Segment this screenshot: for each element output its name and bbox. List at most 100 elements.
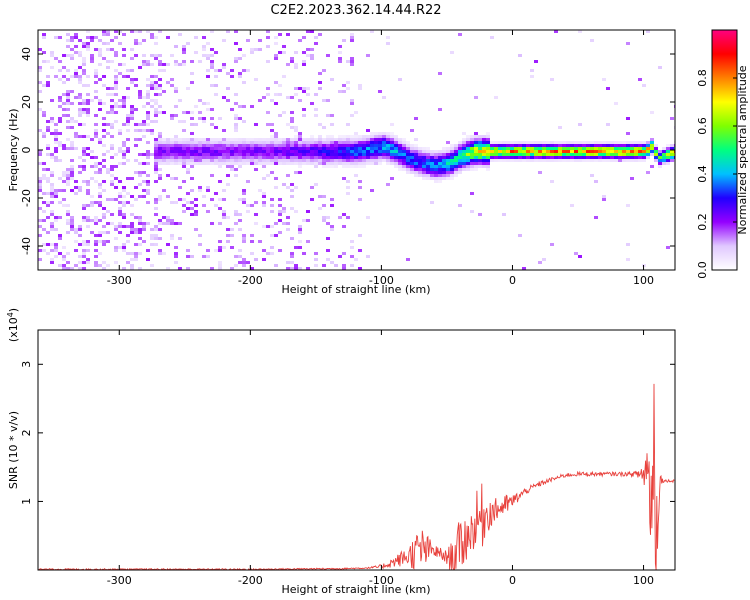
- heatmap-cell: [414, 156, 418, 159]
- heatmap-cell: [242, 201, 246, 204]
- heatmap-cell: [194, 210, 198, 213]
- heatmap-cell: [406, 153, 410, 156]
- heatmap-cell: [314, 159, 318, 162]
- heatmap-cell: [46, 177, 50, 180]
- heatmap-cell: [54, 228, 58, 231]
- heatmap-cell: [130, 48, 134, 51]
- heatmap-cell: [370, 156, 374, 159]
- heatmap-cell: [126, 234, 130, 237]
- heatmap-cell: [182, 60, 186, 63]
- heatmap-cell: [342, 165, 346, 168]
- heatmap-cell: [78, 261, 82, 264]
- heatmap-cell: [658, 156, 662, 159]
- heatmap-cell: [182, 147, 186, 150]
- heatmap-cell: [274, 141, 278, 144]
- heatmap-cell: [134, 78, 138, 81]
- heatmap-cell: [314, 264, 318, 267]
- heatmap-cell: [234, 153, 238, 156]
- heatmap-cell: [514, 144, 518, 147]
- heatmap-cell: [286, 147, 290, 150]
- heatmap-cell: [122, 246, 126, 249]
- heatmap-cell: [66, 171, 70, 174]
- heatmap-cell: [322, 99, 326, 102]
- heatmap-cell: [218, 138, 222, 141]
- heatmap-cell: [262, 153, 266, 156]
- heatmap-cell: [386, 141, 390, 144]
- heatmap-cell: [146, 111, 150, 114]
- heatmap-cell: [210, 108, 214, 111]
- heatmap-cell: [78, 51, 82, 54]
- heatmap-cell: [650, 153, 654, 156]
- heatmap-cell: [374, 144, 378, 147]
- heatmap-cell: [294, 171, 298, 174]
- heatmap-cell: [218, 222, 222, 225]
- heatmap-cell: [94, 114, 98, 117]
- heatmap-cell: [258, 99, 262, 102]
- heatmap-cell: [146, 63, 150, 66]
- heatmap-cell: [102, 144, 106, 147]
- heatmap-cell: [274, 186, 278, 189]
- heatmap-cell: [106, 66, 110, 69]
- heatmap-cell: [262, 225, 266, 228]
- heatmap-cell: [266, 36, 270, 39]
- heatmap-cell: [310, 57, 314, 60]
- heatmap-cell: [422, 162, 426, 165]
- heatmap-cell: [294, 141, 298, 144]
- heatmap-cell: [410, 159, 414, 162]
- heatmap-cell: [618, 144, 622, 147]
- heatmap-cell: [586, 141, 590, 144]
- heatmap-cell: [354, 258, 358, 261]
- heatmap-cell: [278, 33, 282, 36]
- heatmap-cell: [238, 159, 242, 162]
- heatmap-cell: [210, 159, 214, 162]
- heatmap-cell: [42, 162, 46, 165]
- heatmap-cell: [42, 168, 46, 171]
- heatmap-cell: [298, 162, 302, 165]
- heatmap-cell: [106, 168, 110, 171]
- heatmap-cell: [98, 108, 102, 111]
- heatmap-cell: [166, 195, 170, 198]
- heatmap-cell: [82, 135, 86, 138]
- heatmap-cell: [134, 159, 138, 162]
- heatmap-cell: [102, 261, 106, 264]
- heatmap-cell: [602, 156, 606, 159]
- heatmap-cell: [146, 117, 150, 120]
- heatmap-cell: [90, 231, 94, 234]
- heatmap-cell: [142, 195, 146, 198]
- heatmap-cell: [74, 192, 78, 195]
- heatmap-cell: [130, 57, 134, 60]
- heatmap-cell: [46, 126, 50, 129]
- heatmap-cell: [378, 159, 382, 162]
- heatmap-cell: [322, 141, 326, 144]
- heatmap-cell: [118, 180, 122, 183]
- heatmap-cell: [130, 258, 134, 261]
- heatmap-cell: [190, 141, 194, 144]
- heatmap-cell: [162, 216, 166, 219]
- heatmap-cell: [230, 75, 234, 78]
- heatmap-cell: [98, 183, 102, 186]
- heatmap-cell: [90, 165, 94, 168]
- heatmap-cell: [42, 210, 46, 213]
- heatmap-cell: [602, 198, 606, 201]
- heatmap-cell: [102, 30, 106, 33]
- heatmap-cell: [130, 81, 134, 84]
- heatmap-cell: [126, 117, 130, 120]
- heatmap-cell: [302, 63, 306, 66]
- heatmap-cell: [646, 141, 650, 144]
- heatmap-cell: [74, 132, 78, 135]
- heatmap-cell: [330, 261, 334, 264]
- heatmap-cell: [514, 141, 518, 144]
- heatmap-cell: [38, 225, 42, 228]
- heatmap-cell: [278, 210, 282, 213]
- heatmap-cell: [338, 159, 342, 162]
- heatmap-cell: [102, 75, 106, 78]
- spectrogram-y-label: Frequency (Hz): [7, 109, 20, 192]
- heatmap-cell: [450, 174, 454, 177]
- heatmap-cell: [290, 255, 294, 258]
- heatmap-cell: [630, 153, 634, 156]
- heatmap-cell: [58, 237, 62, 240]
- heatmap-cell: [314, 114, 318, 117]
- heatmap-cell: [114, 36, 118, 39]
- heatmap-cell: [510, 150, 514, 153]
- heatmap-cell: [46, 147, 50, 150]
